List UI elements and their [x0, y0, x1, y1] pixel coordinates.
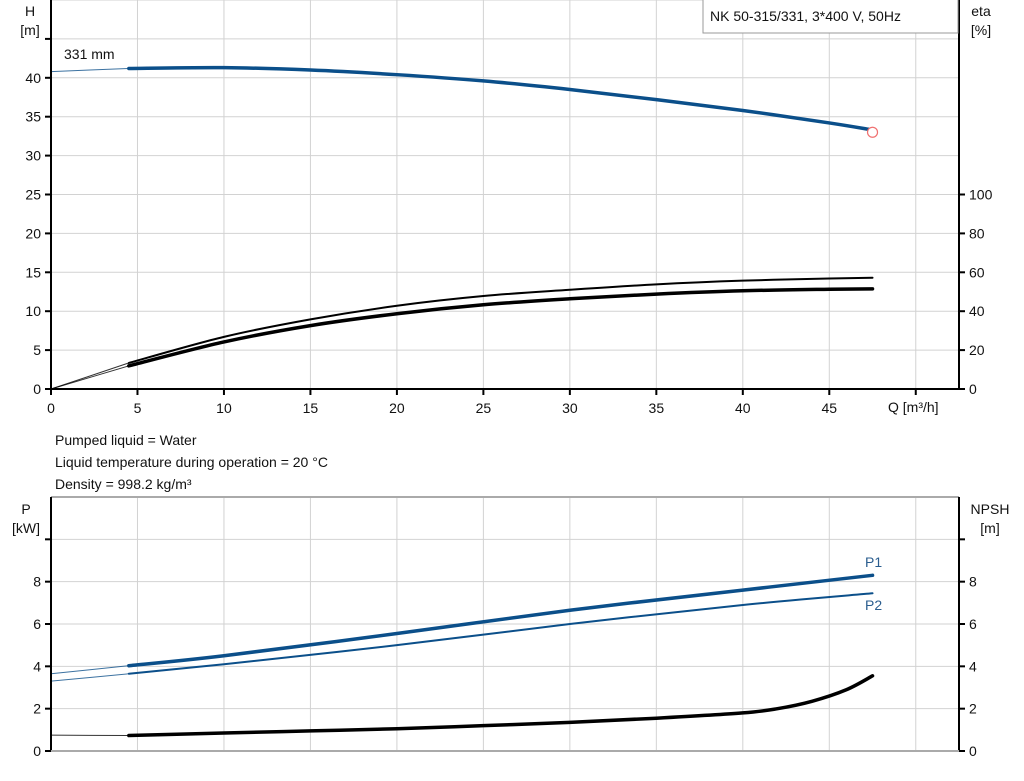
bottom-right-axis-unit: [m] [980, 520, 999, 536]
bottom-right-axis-name: NPSH [971, 501, 1010, 517]
left-tick-label: 0 [33, 743, 41, 759]
x-axis-label: Q [m³/h] [888, 399, 939, 415]
left-tick-label: 25 [25, 187, 41, 203]
title-box [702, 0, 959, 34]
left-tick-label: 0 [33, 381, 41, 397]
x-tick-label: 30 [562, 400, 578, 416]
right-tick-label: 20 [969, 342, 985, 358]
right-tick-label: 0 [969, 381, 977, 397]
curve-extrapolated-head [50, 67, 129, 73]
right-tick-label: 60 [969, 264, 985, 280]
left-tick-label: 10 [25, 303, 41, 319]
p1-label: P1 [865, 554, 882, 570]
x-tick-label: 5 [134, 400, 142, 416]
title-box-text: NK 50-315/331, 3*400 V, 50Hz [710, 8, 901, 24]
curve-npsh-2 [127, 674, 875, 738]
left-tick-label: 5 [33, 342, 41, 358]
left-tick-label: 4 [33, 658, 41, 674]
left-tick-label: 15 [25, 264, 41, 280]
right-tick-label: 6 [969, 616, 977, 632]
info-pumped-liquid: Pumped liquid = Water [55, 432, 197, 448]
right-tick-label: 0 [969, 743, 977, 759]
left-tick-label: 6 [33, 616, 41, 632]
left-tick-label: 40 [25, 70, 41, 86]
x-tick-label: 25 [476, 400, 492, 416]
bottom-left-axis-name: P [21, 501, 30, 517]
x-tick-label: 20 [389, 400, 405, 416]
right-tick-label: 8 [969, 574, 977, 590]
curve-eta-1 [127, 276, 874, 364]
x-tick-label: 35 [649, 400, 665, 416]
x-tick-label: 0 [47, 400, 55, 416]
curve-extrapolated-P1 [50, 665, 129, 675]
top-right-axis-unit: [%] [971, 22, 991, 38]
p2-label: P2 [865, 597, 882, 613]
top-left-axis-name: H [25, 3, 35, 19]
right-tick-label: 4 [969, 658, 977, 674]
info-density: Density = 998.2 kg/m³ [55, 476, 192, 492]
curve-extrapolated-eta [50, 365, 129, 390]
bottom-left-axis-unit: [kW] [12, 520, 40, 536]
left-tick-label: 35 [25, 109, 41, 125]
left-tick-label: 30 [25, 148, 41, 164]
right-tick-label: 2 [969, 701, 977, 717]
left-tick-label: 2 [33, 701, 41, 717]
x-tick-label: 15 [303, 400, 319, 416]
curve-eta-2 [127, 287, 875, 368]
x-tick-label: 40 [735, 400, 751, 416]
left-tick-label: 20 [25, 225, 41, 241]
curve-head-0 [127, 65, 875, 132]
right-tick-label: 100 [969, 187, 993, 203]
info-liquid-temperature: Liquid temperature during operation = 20… [55, 454, 328, 470]
top-left-axis-unit: [m] [20, 22, 39, 38]
right-tick-label: 40 [969, 303, 985, 319]
left-tick-label: 8 [33, 574, 41, 590]
curve-P2-1 [127, 592, 874, 675]
curve-P1-0 [127, 573, 875, 668]
duty-point-marker [866, 126, 879, 138]
impeller-diameter-label: 331 mm [64, 46, 115, 62]
x-tick-label: 45 [821, 400, 837, 416]
right-tick-label: 80 [969, 225, 985, 241]
x-tick-label: 10 [216, 400, 232, 416]
curve-extrapolated-P2 [50, 673, 129, 682]
top-right-axis-name: eta [971, 3, 991, 19]
